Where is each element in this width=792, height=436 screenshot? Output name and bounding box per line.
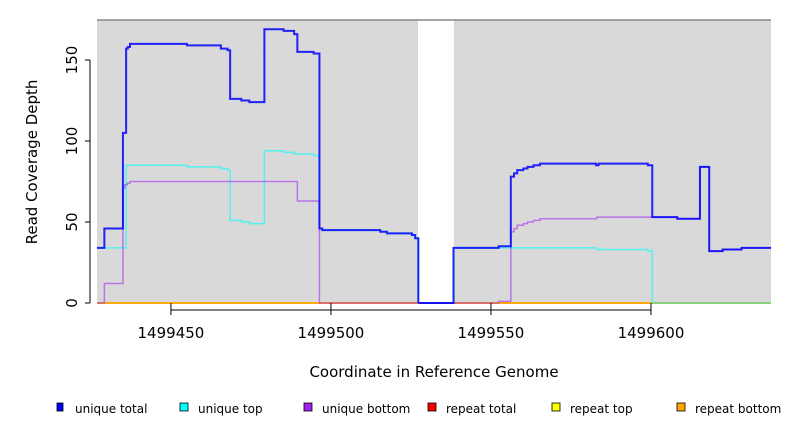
legend-swatch (179, 402, 189, 412)
y-axis: 0 50 100 150 (63, 46, 91, 308)
x-tick-label: 1499450 (138, 324, 205, 342)
legend-item-unique-bottom: unique bottom (303, 402, 410, 416)
legend-swatch (427, 402, 437, 412)
series-line-unique-bottom (97, 180, 419, 304)
legend-item-repeat-top: repeat top (551, 402, 633, 416)
x-tick-label: 1499600 (618, 324, 685, 342)
x-axis-label: Coordinate in Reference Genome (309, 363, 558, 381)
legend-label: repeat total (446, 402, 516, 416)
legend-swatch (303, 402, 313, 412)
x-axis: 1499450 1499500 1499550 1499600 (138, 303, 685, 342)
legend-swatch (676, 402, 686, 412)
legend-item-unique-total: unique total (56, 402, 147, 416)
legend-label: unique total (75, 402, 147, 416)
series-line-unique-total (97, 28, 420, 303)
y-tick-label: 150 (63, 46, 81, 75)
legend-swatch (56, 402, 64, 412)
legend-label: unique bottom (322, 402, 410, 416)
legend-item-unique-top: unique top (179, 402, 263, 416)
legend-item-repeat-total: repeat total (427, 402, 516, 416)
x-tick-label: 1499550 (458, 324, 525, 342)
x-tick-label: 1499500 (298, 324, 365, 342)
series-line-unique-total (418, 162, 771, 304)
y-axis-label: Read Coverage Depth (23, 80, 41, 245)
legend-item-repeat-bottom: repeat bottom (676, 402, 781, 416)
legend-label: repeat top (570, 402, 633, 416)
legend-label: repeat bottom (695, 402, 781, 416)
y-tick-label: 50 (63, 212, 81, 231)
y-tick-label: 0 (63, 298, 81, 308)
series-lines (97, 28, 771, 304)
legend: unique total unique top unique bottom repea… (56, 402, 781, 416)
y-tick-label: 100 (63, 127, 81, 156)
legend-swatch (551, 402, 561, 412)
legend-label: unique top (198, 402, 263, 416)
gap-region (417, 20, 454, 303)
